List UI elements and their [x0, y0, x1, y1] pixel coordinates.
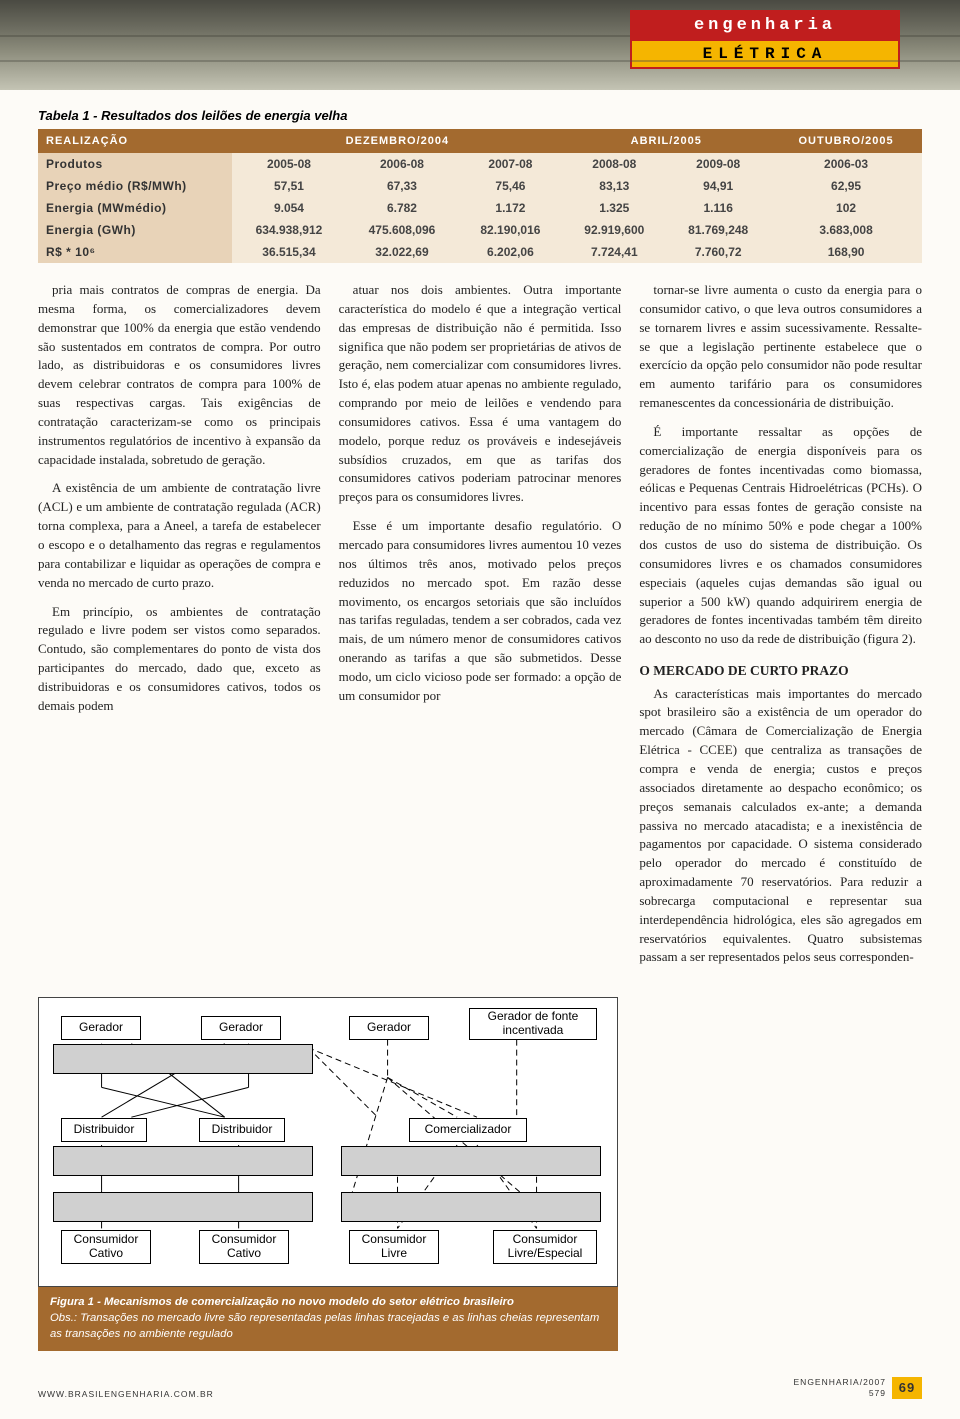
paragraph: atuar nos dois ambientes. Outra importan…: [339, 281, 622, 507]
row-label: Energia (GWh): [38, 219, 232, 241]
cell: 36.515,34: [232, 241, 345, 263]
th-abr2005: ABRIL/2005: [562, 129, 770, 153]
cell: 1.116: [666, 197, 770, 219]
section-heading: O MERCADO DE CURTO PRAZO: [639, 661, 922, 681]
cell: 102: [770, 197, 922, 219]
cell: 475.608,096: [345, 219, 458, 241]
figure-1-caption: Figura 1 - Mecanismos de comercialização…: [38, 1287, 618, 1350]
fig-node-cons4: Consumidor Livre/Especial: [493, 1230, 597, 1264]
footer-left: WWW.BRASILENGENHARIA.COM.BR: [38, 1389, 214, 1399]
badge-top: engenharia: [630, 10, 900, 41]
cell: 32.022,69: [345, 241, 458, 263]
fig-gray-block: [53, 1044, 313, 1074]
cell: 7.724,41: [562, 241, 666, 263]
col-value: 2008-08: [562, 153, 666, 175]
fig-caption-title: Figura 1 - Mecanismos de comercialização…: [50, 1296, 514, 1308]
col-value: 2007-08: [458, 153, 562, 175]
cell: 634.938,912: [232, 219, 345, 241]
row-label: Preço médio (R$/MWh): [38, 175, 232, 197]
cell: 94,91: [666, 175, 770, 197]
badge-bottom: ELÉTRICA: [630, 41, 900, 69]
footer-right-bottom: 579: [794, 1388, 886, 1399]
fig-node-cons1: Consumidor Cativo: [61, 1230, 151, 1264]
fig-node-dist1: Distribuidor: [61, 1118, 147, 1142]
cell: 1.172: [458, 197, 562, 219]
fig-node-comerc: Comercializador: [409, 1118, 527, 1142]
cell: 168,90: [770, 241, 922, 263]
col-value: 2005-08: [232, 153, 345, 175]
cell: 1.325: [562, 197, 666, 219]
cell: 62,95: [770, 175, 922, 197]
paragraph: As características mais importantes do m…: [639, 685, 922, 968]
page-footer: WWW.BRASILENGENHARIA.COM.BR ENGENHARIA/2…: [38, 1377, 922, 1399]
section-badge: engenharia ELÉTRICA: [630, 10, 900, 69]
fig-caption-note: Obs.: Transações no mercado livre são re…: [50, 1312, 599, 1340]
col-value: 2006-03: [770, 153, 922, 175]
fig-node-cons3: Consumidor Livre: [349, 1230, 439, 1264]
paragraph: pria mais contratos de compras de energi…: [38, 281, 321, 469]
th-out2005: OUTUBRO/2005: [770, 129, 922, 153]
paragraph: É importante ressaltar as opções de come…: [639, 423, 922, 649]
fig-gray-block: [341, 1146, 601, 1176]
article-columns: pria mais contratos de compras de energi…: [38, 281, 922, 977]
table1-caption: Tabela 1 - Resultados dos leilões de ene…: [38, 108, 922, 123]
th-dez2004: DEZEMBRO/2004: [232, 129, 562, 153]
cell: 9.054: [232, 197, 345, 219]
fig-gray-block: [341, 1192, 601, 1222]
cell: 6.782: [345, 197, 458, 219]
cell: 3.683,008: [770, 219, 922, 241]
column-1: pria mais contratos de compras de energi…: [38, 281, 321, 977]
cell: 75,46: [458, 175, 562, 197]
col-label: Produtos: [38, 153, 232, 175]
paragraph: Em princípio, os ambientes de contrataçã…: [38, 603, 321, 716]
cell: 83,13: [562, 175, 666, 197]
fig-gray-block: [53, 1146, 313, 1176]
cell: 7.760,72: [666, 241, 770, 263]
th-realizacao: REALIZAÇÃO: [38, 129, 232, 153]
column-2: atuar nos dois ambientes. Outra importan…: [339, 281, 622, 977]
cell: 6.202,06: [458, 241, 562, 263]
fig-node-gerador2: Gerador: [201, 1016, 281, 1040]
column-3: tornar-se livre aumenta o custo da energ…: [639, 281, 922, 977]
cell: 82.190,016: [458, 219, 562, 241]
paragraph: Esse é um importante desafio regulatório…: [339, 517, 622, 705]
fig-node-gerador1: Gerador: [61, 1016, 141, 1040]
cell: 92.919,600: [562, 219, 666, 241]
paragraph: tornar-se livre aumenta o custo da energ…: [639, 281, 922, 413]
cell: 81.769,248: [666, 219, 770, 241]
col-value: 2006-08: [345, 153, 458, 175]
footer-right-top: ENGENHARIA/2007: [794, 1377, 886, 1388]
fig-gray-block: [53, 1192, 313, 1222]
banner-photo: engenharia ELÉTRICA: [0, 0, 960, 90]
row-label: Energia (MWmédio): [38, 197, 232, 219]
fig-node-gerador4: Gerador de fonte incentivada: [469, 1008, 597, 1040]
fig-node-cons2: Consumidor Cativo: [199, 1230, 289, 1264]
col-value: 2009-08: [666, 153, 770, 175]
cell: 67,33: [345, 175, 458, 197]
fig-node-gerador3: Gerador: [349, 1016, 429, 1040]
paragraph: A existência de um ambiente de contrataç…: [38, 479, 321, 592]
cell: 57,51: [232, 175, 345, 197]
row-label: R$ * 10⁶: [38, 241, 232, 263]
fig-node-dist2: Distribuidor: [199, 1118, 285, 1142]
table1: REALIZAÇÃO DEZEMBRO/2004 ABRIL/2005 OUTU…: [38, 129, 922, 263]
page-number: 69: [892, 1377, 922, 1399]
figure-1: Gerador Gerador Gerador Gerador de fonte in…: [38, 997, 618, 1287]
